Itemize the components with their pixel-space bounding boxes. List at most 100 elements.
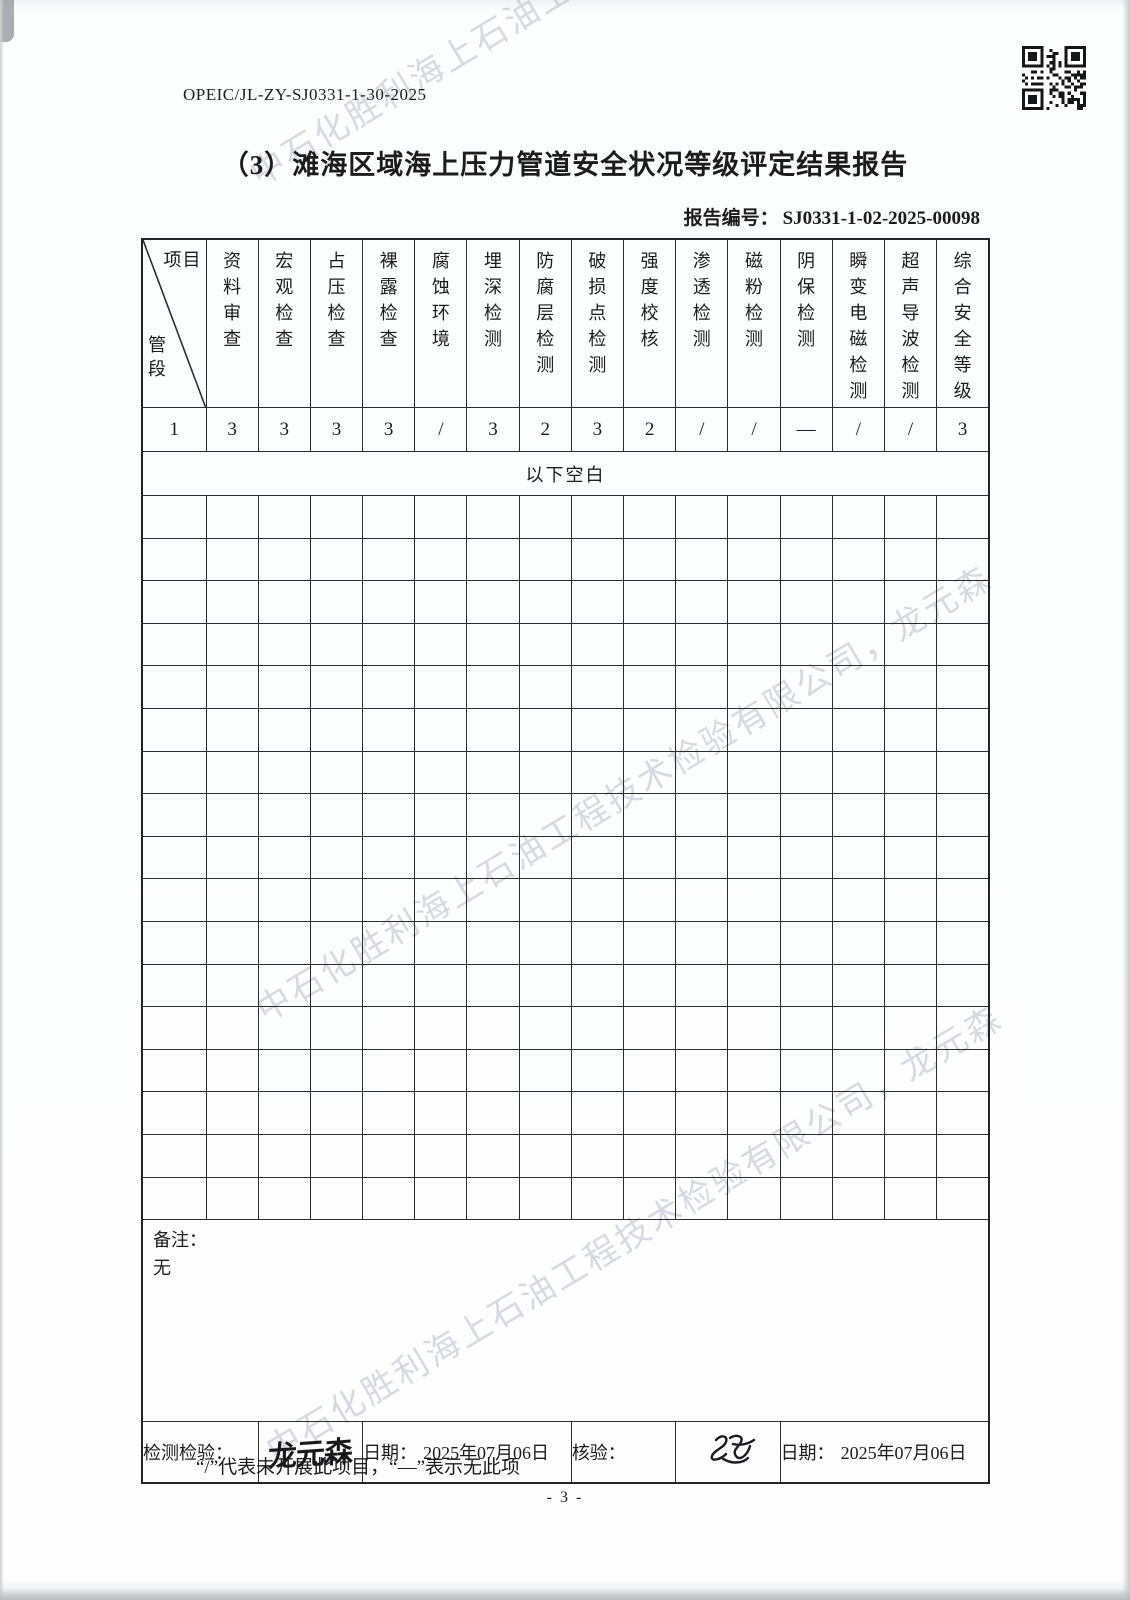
result-cell: /	[831, 407, 885, 452]
empty-cell	[779, 665, 833, 709]
verifier-signature	[675, 1421, 781, 1484]
empty-cell	[727, 1048, 781, 1093]
empty-cell	[257, 1091, 311, 1135]
empty-cell	[622, 495, 677, 539]
empty-cell	[831, 665, 885, 709]
empty-cell	[727, 835, 781, 880]
column-header-label: 裸露检查	[379, 251, 398, 349]
empty-cell	[883, 622, 938, 667]
blank-note-cell: 以下空白	[141, 451, 990, 496]
empty-cell	[414, 1006, 468, 1050]
result-cell: /	[883, 407, 938, 452]
signature-row: 检测检验： 龙元森 日期： 2025年07月06日 核验： 日期： 2025年07月…	[141, 1421, 990, 1484]
empty-table-row	[141, 1048, 990, 1093]
empty-cell	[831, 920, 885, 965]
empty-cell	[570, 1133, 625, 1178]
empty-cell	[362, 963, 416, 1008]
empty-cell	[779, 537, 833, 582]
column-header: 瞬变电磁检测	[831, 238, 885, 408]
empty-cell	[257, 878, 311, 922]
empty-cell	[570, 537, 625, 582]
empty-cell	[309, 665, 364, 709]
empty-table-row	[141, 1176, 990, 1221]
empty-cell	[936, 1048, 990, 1093]
empty-cell	[309, 1048, 364, 1093]
empty-cell	[936, 878, 990, 922]
empty-cell	[622, 1091, 677, 1135]
scan-edge-right	[1122, 0, 1130, 1600]
empty-table-row	[141, 622, 990, 667]
empty-cell	[141, 622, 207, 667]
empty-cell	[883, 1176, 938, 1221]
document-code: OPEIC/JL-ZY-SJ0331-1-30-2025	[183, 85, 427, 104]
empty-cell	[675, 963, 729, 1008]
empty-cell	[727, 920, 781, 965]
empty-cell	[362, 1176, 416, 1221]
empty-cell	[257, 963, 311, 1008]
empty-cell	[309, 878, 364, 922]
empty-cell	[257, 793, 311, 837]
empty-cell	[570, 835, 625, 880]
empty-cell	[622, 580, 677, 624]
empty-cell	[779, 495, 833, 539]
empty-cell	[518, 1091, 572, 1135]
empty-cell	[141, 963, 207, 1008]
empty-cell	[362, 750, 416, 795]
empty-cell	[205, 1091, 259, 1135]
empty-cell	[257, 665, 311, 709]
empty-cell	[141, 878, 207, 922]
empty-cell	[831, 1048, 885, 1093]
empty-cell	[466, 495, 520, 539]
empty-cell	[883, 1091, 938, 1135]
empty-cell	[622, 1006, 677, 1050]
empty-cell	[518, 1048, 572, 1093]
empty-grid	[141, 495, 990, 1221]
empty-cell	[831, 963, 885, 1008]
empty-cell	[362, 835, 416, 880]
empty-cell	[727, 793, 781, 837]
empty-cell	[309, 835, 364, 880]
empty-cell	[570, 622, 625, 667]
empty-cell	[257, 1048, 311, 1093]
empty-cell	[675, 707, 729, 752]
empty-cell	[570, 495, 625, 539]
empty-cell	[675, 1133, 729, 1178]
result-cell: 2	[518, 407, 572, 452]
empty-cell	[831, 1133, 885, 1178]
empty-cell	[466, 878, 520, 922]
result-cell: 3	[362, 407, 416, 452]
empty-cell	[414, 793, 468, 837]
empty-cell	[727, 580, 781, 624]
empty-cell	[622, 1176, 677, 1221]
empty-cell	[936, 622, 990, 667]
empty-cell	[936, 1133, 990, 1178]
empty-cell	[257, 1006, 311, 1050]
empty-cell	[309, 495, 364, 539]
empty-cell	[570, 793, 625, 837]
empty-cell	[675, 665, 729, 709]
empty-cell	[518, 920, 572, 965]
empty-cell	[727, 495, 781, 539]
corner-label-segment: 管段	[148, 335, 166, 379]
result-cell: 3	[570, 407, 625, 452]
table-header-row: 项目 管段 资料审查 宏观检查 占压检查 裸露检查 腐蚀环境 埋深检测 防腐层检测 破损点检测…	[141, 238, 990, 408]
empty-cell	[883, 707, 938, 752]
empty-cell	[936, 495, 990, 539]
empty-cell	[414, 1048, 468, 1093]
column-header: 资料审查	[205, 238, 259, 408]
empty-cell	[362, 580, 416, 624]
empty-cell	[257, 580, 311, 624]
empty-cell	[414, 665, 468, 709]
empty-cell	[205, 1176, 259, 1221]
empty-cell	[414, 1133, 468, 1178]
empty-cell	[779, 750, 833, 795]
empty-cell	[362, 707, 416, 752]
remark-label: 备注：	[153, 1230, 207, 1251]
empty-cell	[883, 878, 938, 922]
empty-table-row	[141, 835, 990, 880]
empty-cell	[675, 1091, 729, 1135]
empty-cell	[362, 1091, 416, 1135]
empty-cell	[414, 537, 468, 582]
empty-cell	[466, 1133, 520, 1178]
empty-cell	[936, 707, 990, 752]
